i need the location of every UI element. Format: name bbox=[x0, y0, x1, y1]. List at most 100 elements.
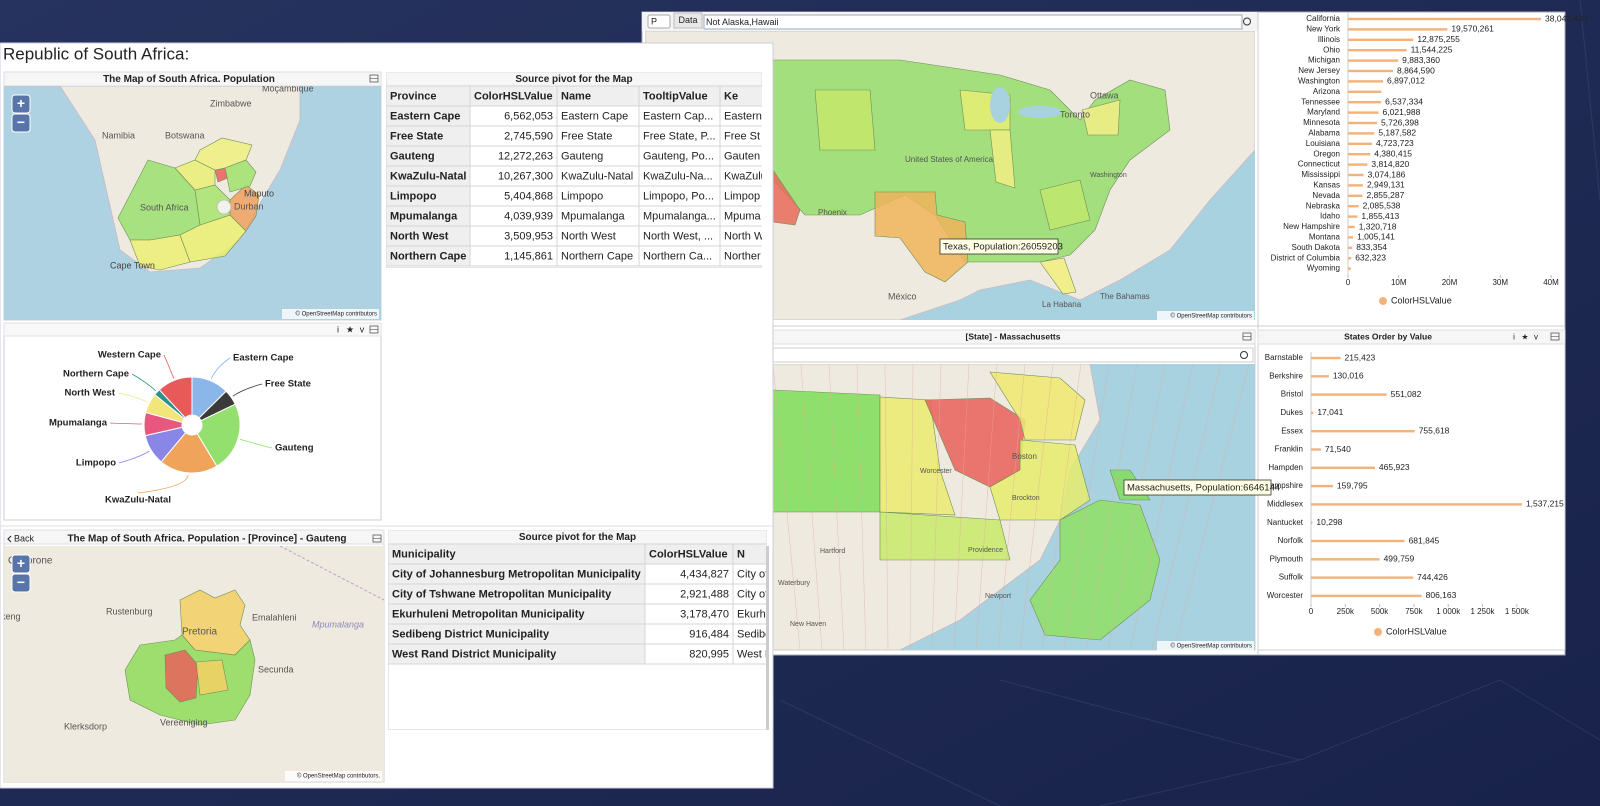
zoom-button[interactable] bbox=[11, 94, 31, 114]
bar bbox=[1348, 163, 1368, 166]
front-window: Republic of South Africa: The Map of Sout… bbox=[0, 42, 774, 789]
zoom-button-label[interactable]: − bbox=[17, 574, 25, 590]
value-label: 5,187,582 bbox=[1378, 128, 1416, 138]
value-label: 130,016 bbox=[1333, 371, 1364, 381]
attribution-box bbox=[285, 771, 382, 781]
map-label: México bbox=[888, 291, 917, 301]
panel-title-bar bbox=[1257, 329, 1566, 345]
bar bbox=[1348, 225, 1355, 229]
map-label: The Bahamas bbox=[1100, 292, 1150, 301]
value-label: 1,537,215 bbox=[1526, 499, 1564, 509]
value-label: 71,540 bbox=[1325, 444, 1351, 454]
category-label: Tennessee bbox=[1301, 97, 1340, 106]
category-label: Essex bbox=[1281, 426, 1303, 435]
road bbox=[773, 364, 801, 650]
toolbar-icon[interactable]: ★ bbox=[346, 324, 354, 334]
search-icon[interactable] bbox=[1240, 351, 1248, 359]
legend-swatch bbox=[1374, 628, 1382, 636]
zoom-button-label[interactable]: + bbox=[17, 95, 25, 111]
bar bbox=[1348, 111, 1379, 114]
road bbox=[1107, 364, 1166, 650]
bar bbox=[1311, 484, 1333, 488]
cell-text: City of Johannesburg Metropolitan Munici… bbox=[392, 568, 642, 580]
cell-text: Northern Cape bbox=[390, 250, 466, 262]
tab[interactable] bbox=[673, 12, 703, 29]
toolbar-icon[interactable]: i bbox=[1513, 333, 1515, 342]
bar bbox=[1311, 430, 1415, 433]
bar bbox=[1348, 236, 1354, 239]
bar bbox=[1311, 521, 1313, 524]
filter-text[interactable]: Not Alaska,Hawaii bbox=[706, 17, 779, 27]
zoom-button[interactable] bbox=[11, 573, 31, 593]
map-region bbox=[814, 89, 876, 151]
bar bbox=[1348, 142, 1372, 145]
road bbox=[953, 364, 970, 650]
zoom-button-label[interactable]: + bbox=[17, 555, 25, 571]
value-label: 755,618 bbox=[1419, 425, 1450, 435]
cell-text: Norther bbox=[724, 250, 761, 262]
column-header: ColorHSLValue bbox=[474, 90, 553, 102]
map-region bbox=[224, 159, 257, 193]
cell-text: 12,272,263 bbox=[498, 150, 553, 162]
panel bbox=[1257, 329, 1566, 651]
cell-text: North West, ... bbox=[643, 230, 713, 242]
bar bbox=[1348, 194, 1363, 197]
select-text[interactable]: P bbox=[651, 16, 657, 26]
cell-text: KwaZulu bbox=[724, 170, 767, 182]
bar bbox=[1348, 246, 1353, 249]
tooltip bbox=[939, 238, 1059, 255]
toolbar-icon[interactable]: ★ bbox=[1521, 333, 1528, 342]
map-attribution: © OpenStreetMap contributors. bbox=[297, 773, 380, 780]
bar bbox=[1348, 257, 1352, 260]
map: Moçambique Zimbabwe Namibia Botswana Maputo S… bbox=[4, 86, 381, 320]
zoom-button-label[interactable]: − bbox=[17, 114, 25, 130]
category-label: New York bbox=[1306, 25, 1341, 34]
bar bbox=[1348, 267, 1351, 270]
leader-line bbox=[232, 383, 263, 397]
toolbar-icon[interactable]: v bbox=[360, 324, 365, 334]
back-icon[interactable] bbox=[7, 535, 12, 543]
value-label: 833,354 bbox=[1356, 242, 1387, 252]
back-button[interactable]: Back bbox=[14, 533, 35, 543]
map-label: Zimbabwe bbox=[210, 98, 252, 108]
search-icon[interactable] bbox=[1243, 17, 1251, 26]
map: Worcester Boston Brockton Hartford Providenc… bbox=[773, 364, 1255, 650]
category-label: Plymouth bbox=[1270, 554, 1303, 563]
select-box[interactable] bbox=[647, 14, 671, 29]
toolbar-icon[interactable]: i bbox=[337, 324, 339, 334]
bar bbox=[1348, 59, 1399, 62]
pivot-table: Source pivot for the Map Municipality Colo… bbox=[388, 530, 771, 730]
zoom-button[interactable] bbox=[11, 554, 31, 574]
tooltip-text: Massachusetts, Population:6646144 bbox=[1127, 483, 1280, 494]
x-tick-label: 20M bbox=[1442, 278, 1458, 287]
cell-text: 3,509,953 bbox=[504, 230, 553, 242]
table-title: Source pivot for the Map bbox=[515, 74, 632, 85]
legend-swatch bbox=[1379, 297, 1387, 305]
cell-text: Eastern bbox=[724, 110, 762, 122]
road bbox=[1151, 364, 1222, 650]
filter-input[interactable] bbox=[703, 14, 1243, 30]
cell-text: Sedibe bbox=[737, 628, 771, 640]
panel-toolbar bbox=[3, 322, 382, 337]
road bbox=[1129, 364, 1194, 650]
toolbar-icon[interactable]: v bbox=[1534, 333, 1538, 342]
value-label: 159,795 bbox=[1337, 480, 1368, 490]
zoom-button[interactable] bbox=[11, 113, 31, 133]
lake bbox=[1018, 106, 1062, 118]
map-label: Waterbury bbox=[778, 580, 811, 587]
bar bbox=[1311, 503, 1522, 506]
cell-text: Free State bbox=[561, 130, 612, 142]
map-region bbox=[1029, 499, 1161, 641]
value-label: 9,883,360 bbox=[1402, 55, 1440, 65]
value-label: 3,074,186 bbox=[1368, 169, 1406, 179]
pie-label: KwaZulu-Natal bbox=[105, 495, 171, 506]
map-region bbox=[874, 191, 969, 283]
category-label: Oregon bbox=[1313, 149, 1340, 158]
bar bbox=[1311, 594, 1422, 598]
tab-label[interactable]: Data bbox=[678, 15, 697, 25]
search-input[interactable] bbox=[772, 347, 1254, 363]
value-label: 2,855,287 bbox=[1366, 190, 1404, 200]
value-label: 4,380,415 bbox=[1374, 148, 1412, 158]
value-label: 2,949,131 bbox=[1367, 180, 1405, 190]
